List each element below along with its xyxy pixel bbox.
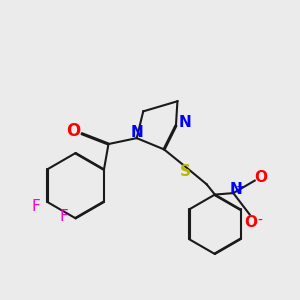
Text: F: F: [59, 209, 68, 224]
Text: N: N: [178, 115, 191, 130]
Text: F: F: [31, 199, 40, 214]
Text: -: -: [258, 214, 262, 228]
Text: O: O: [244, 215, 258, 230]
Text: +: +: [236, 182, 245, 192]
Text: O: O: [66, 122, 80, 140]
Text: N: N: [131, 125, 144, 140]
Text: O: O: [255, 169, 268, 184]
Text: S: S: [180, 164, 191, 178]
Text: N: N: [229, 182, 242, 197]
